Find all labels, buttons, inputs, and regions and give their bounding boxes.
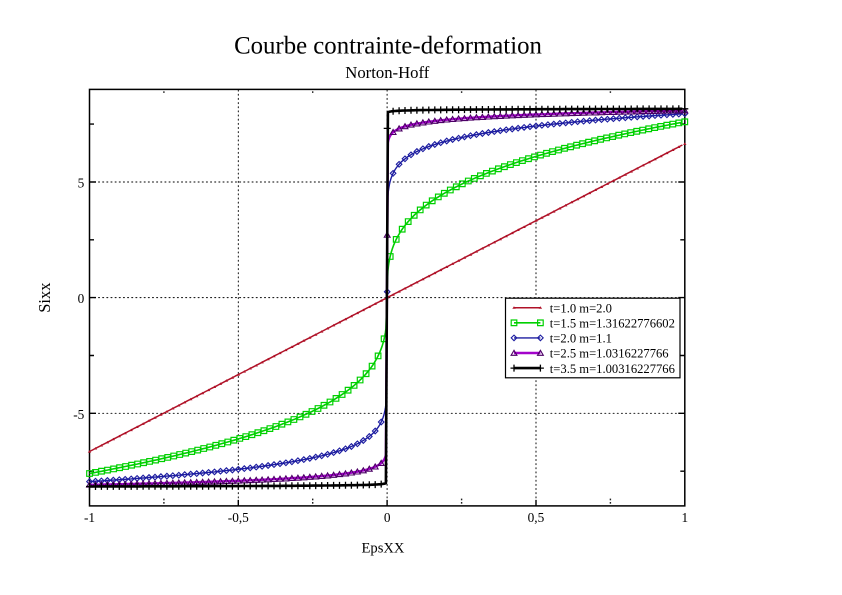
svg-text:5: 5 — [78, 175, 85, 190]
svg-text:Sixx: Sixx — [35, 282, 54, 313]
svg-text:t=3.5 m=1.00316227766: t=3.5 m=1.00316227766 — [550, 362, 675, 376]
svg-text:-0,5: -0,5 — [228, 510, 249, 525]
svg-text:0: 0 — [384, 510, 391, 525]
svg-text:0,5: 0,5 — [528, 510, 545, 525]
svg-text:EpsXX: EpsXX — [362, 540, 405, 556]
svg-text:t=2.0 m=1.1: t=2.0 m=1.1 — [550, 332, 612, 346]
svg-text:t=2.5 m=1.0316227766: t=2.5 m=1.0316227766 — [550, 347, 669, 361]
svg-text:Courbe contrainte-deformation: Courbe contrainte-deformation — [234, 33, 542, 60]
svg-text:1: 1 — [681, 510, 688, 525]
svg-text:-5: -5 — [73, 407, 84, 422]
svg-text:0: 0 — [78, 291, 85, 306]
svg-text:t=1.5 m=1.31622776602: t=1.5 m=1.31622776602 — [550, 317, 675, 331]
svg-text:Norton-Hoff: Norton-Hoff — [345, 63, 429, 82]
svg-text:-1: -1 — [84, 510, 95, 525]
svg-text:t=1.0 m=2.0: t=1.0 m=2.0 — [550, 301, 612, 315]
